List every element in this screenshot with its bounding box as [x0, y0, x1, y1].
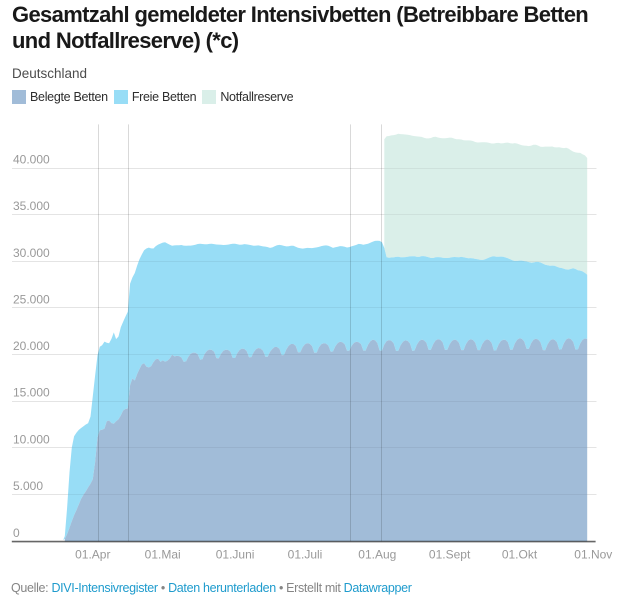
svg-text:30.000: 30.000	[13, 246, 50, 260]
svg-text:35.000: 35.000	[13, 199, 50, 213]
svg-text:01.Nov: 01.Nov	[574, 548, 612, 562]
svg-text:25.000: 25.000	[13, 292, 50, 306]
svg-text:01.Aug: 01.Aug	[358, 548, 396, 562]
svg-text:5.000: 5.000	[13, 479, 43, 493]
svg-text:20.000: 20.000	[13, 339, 50, 353]
svg-text:15.000: 15.000	[13, 386, 50, 400]
svg-text:40.000: 40.000	[13, 153, 50, 167]
svg-text:01.Mai: 01.Mai	[145, 548, 181, 562]
svg-text:01.Juni: 01.Juni	[216, 548, 255, 562]
svg-text:01.Juli: 01.Juli	[288, 548, 323, 562]
svg-text:01.Okt: 01.Okt	[502, 548, 538, 562]
svg-text:01.Apr: 01.Apr	[75, 548, 110, 562]
svg-text:01.Sept: 01.Sept	[429, 548, 471, 562]
svg-text:0: 0	[13, 526, 20, 540]
svg-text:10.000: 10.000	[13, 432, 50, 446]
